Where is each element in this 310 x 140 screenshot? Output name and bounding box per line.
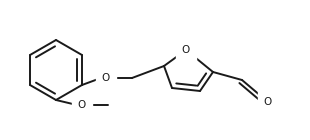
Text: O: O — [182, 45, 190, 55]
Text: O: O — [264, 97, 272, 107]
Text: O: O — [78, 100, 86, 110]
Text: O: O — [102, 73, 110, 83]
